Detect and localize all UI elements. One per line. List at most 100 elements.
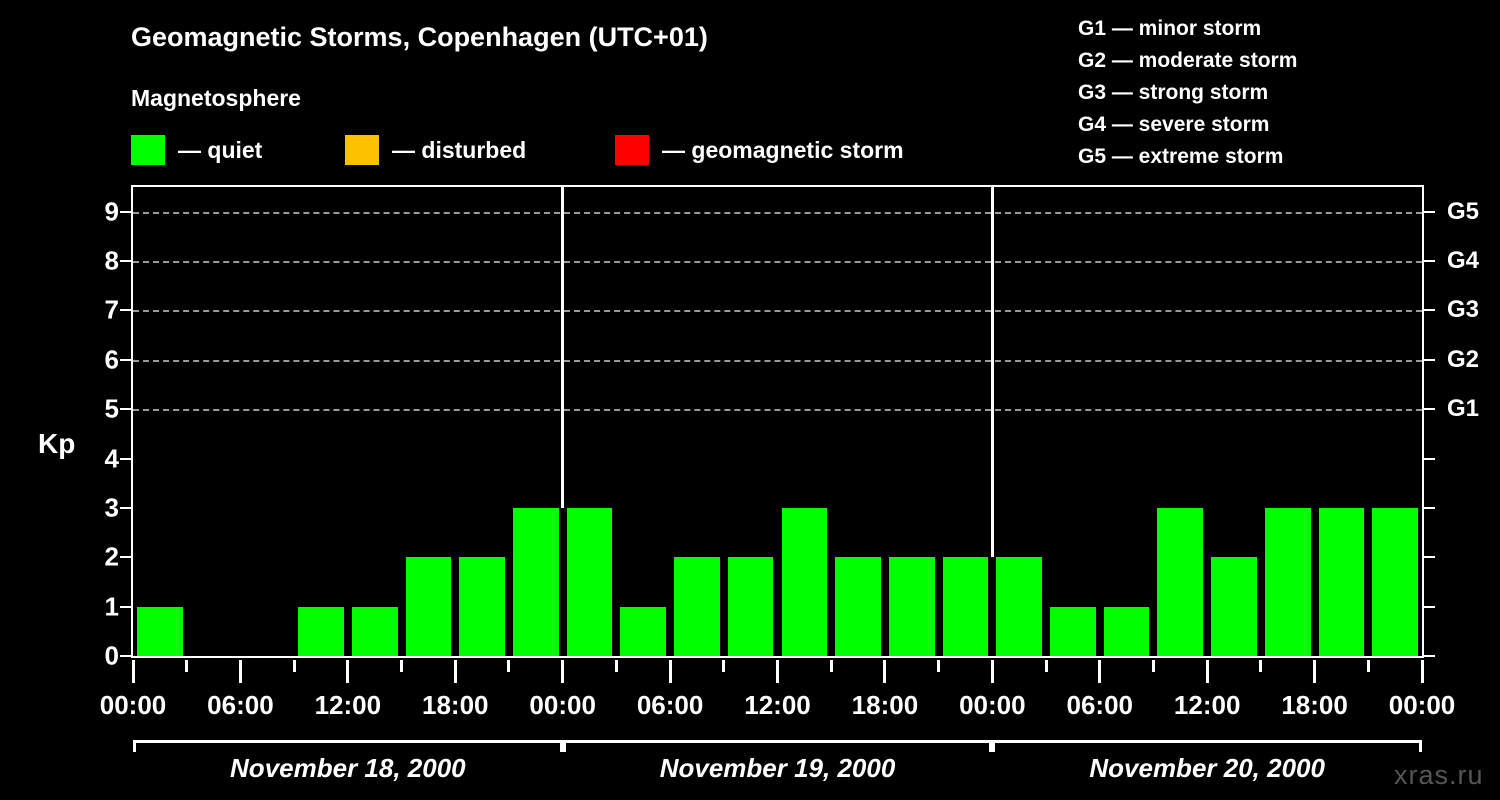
y-tick-3 [120,506,131,509]
x-tick-major [1098,660,1102,683]
x-tick-label: 00:00 [529,690,596,720]
y-tick-label-8: 8 [104,245,119,276]
legend-item-disturbed: — disturbed [345,133,526,167]
x-tick-label: 18:00 [1281,690,1348,720]
bar [1050,606,1096,656]
x-tick-major [1420,660,1424,683]
x-tick-minor [937,660,941,672]
y-tick-label-5: 5 [104,393,119,424]
y-tick-right-8 [1424,260,1435,263]
x-tick-label: 12:00 [314,690,382,720]
gridline-kp-7 [133,310,1422,313]
chart-subtitle: Magnetosphere [131,85,301,111]
legend-swatch-quiet [131,135,165,165]
x-tick-major [453,660,457,683]
day-separator [561,187,565,508]
y-tick-label-9: 9 [104,196,119,227]
bar [566,507,613,656]
bar [1103,606,1150,656]
bar [1264,507,1311,656]
g-scale-legend: G1 — minor storm G2 — moderate storm G3 … [1078,13,1297,173]
plot-area [131,185,1424,658]
x-tick-label: 12:00 [1173,690,1241,720]
x-tick-major [238,660,242,683]
watermark: xras.ru [1394,760,1484,790]
date-bracket [133,740,563,752]
y-tick-5 [120,408,131,411]
bar [727,557,774,656]
gridline-kp-6 [133,359,1422,362]
bar [1372,507,1418,656]
g-scale-line-g2: G2 — moderate storm [1078,49,1298,72]
x-tick-minor [400,660,404,672]
gridline-kp-8 [133,261,1422,264]
g-tick-label-g2: G2 [1447,345,1480,373]
y-tick-right-5 [1424,408,1435,411]
bar [298,606,344,656]
x-tick-minor [1044,660,1048,672]
y-axis-title: Kp [38,428,76,459]
y-tick-9 [120,210,131,213]
g-tick-label-g4: G4 [1447,247,1480,275]
date-label: November 18, 2000 [230,753,466,783]
x-tick-minor [1366,660,1370,672]
bar [512,507,559,656]
x-tick-major [1205,660,1209,683]
x-tick-minor [614,660,618,672]
bar [781,507,828,656]
x-tick-major [1313,660,1317,683]
y-tick-1 [120,605,131,608]
y-tick-right-9 [1424,210,1435,213]
x-tick-major [776,660,779,683]
x-tick-label: 12:00 [744,690,811,720]
g-tick-label-g5: G5 [1447,197,1480,225]
y-tick-label-4: 4 [104,443,119,474]
legend-item-geomagnetic-storm: — geomagnetic storm [615,133,904,167]
legend-item-quiet: — quiet [131,133,262,167]
y-tick-label-0: 0 [104,640,119,671]
x-tick-major [346,660,350,683]
y-tick-right-1 [1424,605,1435,608]
y-tick-4 [120,457,131,460]
legend-swatch-disturbed [345,135,379,165]
y-tick-right-3 [1424,506,1435,509]
x-tick-minor [292,660,296,672]
gridline-kp-5 [133,409,1422,412]
x-tick-minor [507,660,511,672]
bar [405,557,452,656]
y-tick-right-7 [1424,309,1435,312]
gridline-kp-9 [133,211,1422,214]
x-tick-major [990,660,994,683]
bar [620,606,667,656]
g-scale-line-g4: G4 — severe storm [1078,113,1270,136]
x-tick-minor [722,660,726,672]
x-tick-label: 06:00 [1066,690,1134,720]
x-tick-minor [185,660,189,672]
x-tick-minor [829,660,833,672]
legend-label-quiet: — quiet [178,136,263,163]
g-tick-label-g1: G1 [1447,395,1480,423]
y-tick-label-3: 3 [104,492,119,523]
y-tick-label-1: 1 [104,591,119,622]
x-tick-minor [1259,660,1263,672]
x-tick-major [131,660,135,683]
bar [888,557,935,656]
bar [996,557,1043,656]
x-tick-label: 06:00 [636,690,704,720]
date-label: November 19, 2000 [659,753,896,783]
x-tick-major [668,660,672,683]
bar [942,557,989,656]
x-tick-label: 18:00 [851,690,919,720]
y-tick-label-6: 6 [104,344,119,375]
bar [1211,557,1257,656]
bar [137,606,183,656]
y-tick-label-2: 2 [104,541,119,572]
x-tick-label: 18:00 [422,690,489,720]
g-scale-line-g5: G5 — extreme storm [1078,145,1284,168]
y-tick-right-0 [1424,655,1435,657]
x-tick-label: 00:00 [959,690,1026,720]
y-tick-right-6 [1424,358,1435,361]
x-tick-major [561,660,565,683]
bar [459,557,505,656]
x-tick-label: 00:00 [1388,690,1456,720]
